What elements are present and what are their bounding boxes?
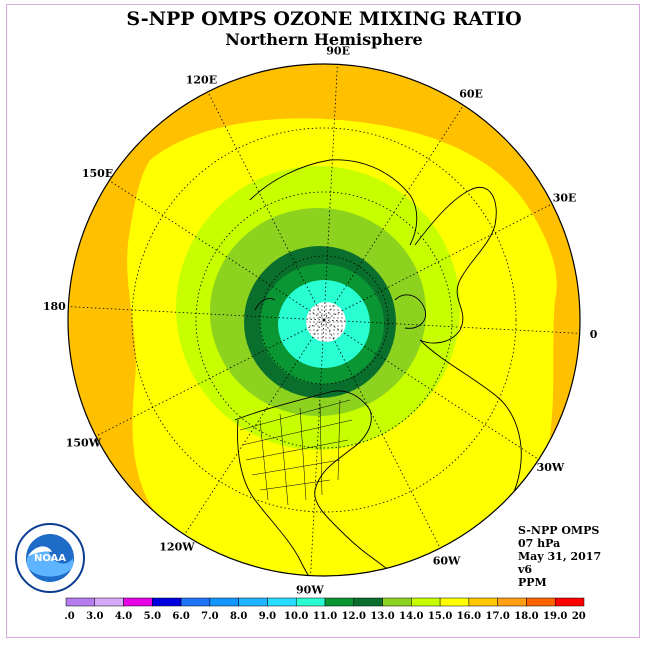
color-scale: 2.0 3.0 4.0 5.0 6.0 7.0 8.0 9.0 10.0 11.0 12.0 13.0…: [64, 597, 586, 622]
color-scale-swatch: [65, 597, 96, 607]
color-scale-label: 2.0: [64, 611, 75, 622]
meridian-line: [323, 203, 553, 321]
map-title: S-NPP OMPS OZONE MIXING RATIO: [126, 8, 522, 30]
info-date: May 31, 2017: [518, 550, 602, 563]
longitude-labels: 90E 60E 30E 0 30W 60W 90W 120W 150W 180 150E 120E: [43, 44, 598, 596]
longitude-label: 0: [590, 328, 598, 341]
color-scale-label: 18.0: [514, 611, 538, 622]
longitude-label: 90W: [296, 584, 324, 597]
longitude-label: 120E: [186, 73, 217, 86]
info-instrument: S-NPP OMPS: [518, 524, 600, 537]
color-scale-label: 13.0: [370, 611, 394, 622]
meridian-line: [109, 180, 325, 321]
color-scale-label: 10.0: [284, 611, 308, 622]
meridian-line: [310, 319, 325, 576]
image-frame: [6, 4, 640, 638]
longitude-label: 120W: [159, 540, 195, 553]
color-scale-swatch: [123, 597, 153, 607]
info-version: v6: [518, 563, 533, 576]
color-scale-swatch: [554, 597, 585, 607]
map-info-block: S-NPP OMPS 07 hPa May 31, 2017 v6 PPM: [518, 524, 601, 589]
color-scale-swatch: [209, 597, 239, 607]
color-scale-swatch: [353, 597, 383, 607]
longitude-label: 150W: [66, 437, 102, 450]
color-scale-label: 19.0: [543, 611, 567, 622]
info-units: PPM: [518, 576, 547, 589]
color-scale-label: 9.0: [259, 611, 276, 622]
color-scale-swatches: [65, 597, 585, 607]
meridian-line: [323, 64, 338, 321]
color-scale-swatch: [497, 597, 527, 607]
north-pole-gap: [306, 302, 346, 342]
color-scale-label: 20.0: [572, 611, 586, 622]
color-scale-swatch: [382, 597, 412, 607]
color-scale-labels: 2.0 3.0 4.0 5.0 6.0 7.0 8.0 9.0 10.0 11.0 12.0 13.0…: [64, 611, 586, 622]
meridian-line: [184, 319, 325, 535]
color-scale-label: 3.0: [86, 611, 103, 622]
color-scale-swatch: [324, 597, 355, 607]
color-scale-label: 4.0: [115, 611, 132, 622]
longitude-label: 150E: [82, 167, 113, 180]
meridians: [68, 64, 580, 576]
color-scale-label: 15.0: [428, 611, 452, 622]
color-scale-swatch: [411, 597, 441, 607]
color-scale-label: 14.0: [399, 611, 423, 622]
noaa-logo-icon: NOAA: [15, 523, 85, 593]
meridian-line: [323, 319, 441, 549]
color-scale-swatch: [94, 597, 124, 607]
meridian-line: [68, 306, 325, 321]
color-scale-label: 12.0: [342, 611, 366, 622]
longitude-label: 60E: [459, 88, 483, 101]
color-scale-label: 7.0: [201, 611, 218, 622]
color-scale-swatch: [238, 597, 268, 607]
color-scale-swatch: [468, 597, 498, 607]
meridian-line: [323, 105, 464, 321]
meridian-line: [207, 91, 325, 321]
color-scale-label: 8.0: [230, 611, 247, 622]
color-scale-swatch: [180, 597, 211, 607]
color-scale-swatch: [526, 597, 556, 607]
color-scale-swatch: [295, 597, 326, 607]
color-scale-label: 5.0: [144, 611, 161, 622]
color-scale-label: 11.0: [313, 611, 337, 622]
color-scale-label: 17.0: [485, 611, 509, 622]
color-scale-swatch: [267, 597, 297, 607]
map-subtitle: Northern Hemisphere: [225, 30, 423, 49]
meridian-line: [323, 319, 539, 460]
graticule: [131, 127, 517, 513]
longitude-label: 60W: [433, 555, 461, 568]
longitude-label: 30E: [553, 191, 577, 204]
info-pressure: 07 hPa: [518, 537, 561, 550]
longitude-label: 90E: [326, 44, 350, 57]
us-state-lines: [239, 399, 353, 506]
map-border: [67, 63, 581, 577]
color-scale-label: 16.0: [457, 611, 481, 622]
color-scale-swatch: [152, 597, 182, 607]
color-scale-label: 6.0: [172, 611, 189, 622]
meridian-line: [323, 319, 580, 334]
longitude-label: 180: [43, 300, 66, 313]
meridian-line: [95, 319, 325, 437]
longitude-label: 30W: [537, 461, 565, 474]
noaa-logo-text: NOAA: [34, 553, 66, 564]
color-scale-swatch: [439, 597, 470, 607]
